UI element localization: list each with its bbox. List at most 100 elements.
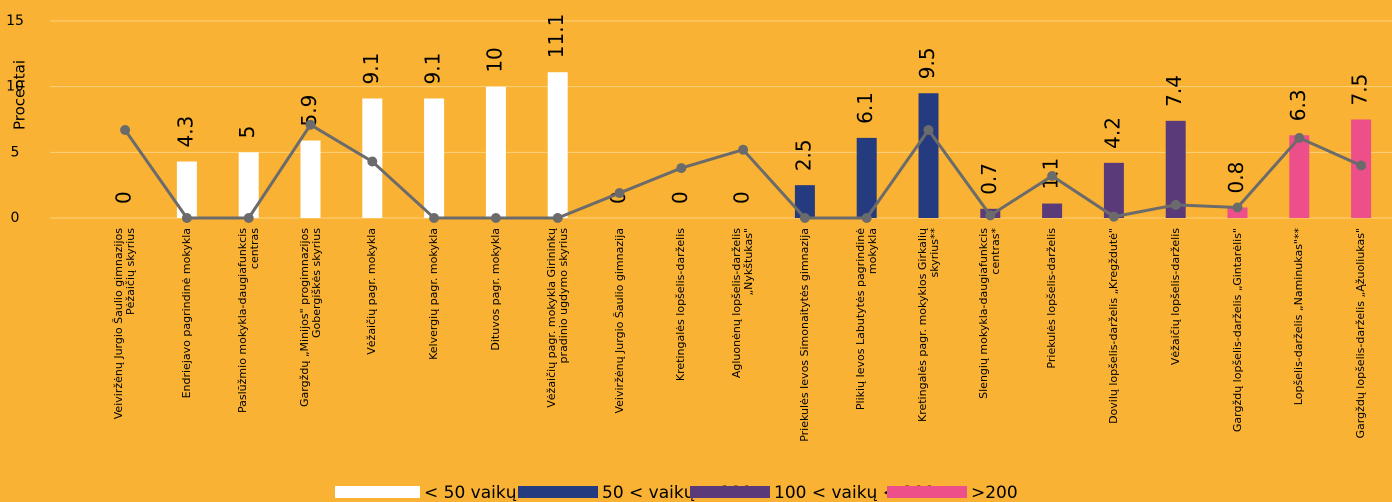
line-point xyxy=(552,213,563,223)
bar xyxy=(918,93,939,218)
x-tick-text: Gargždų lopšelis-darželis „Gintarėlis" xyxy=(1230,228,1244,433)
data-label: 4.2 xyxy=(1100,117,1124,149)
x-tick-text: Slengių mokykla-daugiafunkcis centras* xyxy=(977,228,1003,399)
line-point xyxy=(243,213,254,223)
x-tick-text: Kretingalės lopšelis-darželis xyxy=(674,228,688,382)
x-tick-label: Agluonėnų lopšelis-darželis „Nykštukas" xyxy=(714,228,772,448)
x-tick-label: Gargždų lopšelis-darželis „Gintarėlis" xyxy=(1209,228,1267,448)
bar xyxy=(300,140,321,218)
x-tick-label: Vėžaičių pagr. mokykla Girininkų pradini… xyxy=(529,228,587,448)
x-tick-text: Agluonėnų lopšelis-darželis „Nykštukas" xyxy=(730,228,756,379)
legend-swatch xyxy=(518,486,598,498)
data-label: 0 xyxy=(668,191,692,204)
x-tick-label: Vėžaičių lopšelis-darželis xyxy=(1147,228,1205,448)
x-tick-label: Dovilų lopšelis-darželis „Kregždutė" xyxy=(1085,228,1143,448)
data-label: 5 xyxy=(235,126,259,139)
x-tick-text: Endriejavo pagrindinė mokykla xyxy=(179,228,193,399)
data-label: 2.5 xyxy=(791,139,815,171)
data-label: 10 xyxy=(482,47,506,72)
line-point xyxy=(738,144,749,155)
x-tick-text: Vėžaičių lopšelis-darželis xyxy=(1168,228,1182,366)
line-point xyxy=(676,163,687,174)
data-label: 6.3 xyxy=(1286,89,1310,121)
line-point xyxy=(1108,211,1119,222)
legend-label: < 50 vaikų xyxy=(424,483,517,502)
bar xyxy=(794,185,815,218)
x-tick-label: Endriejavo pagrindinė mokykla xyxy=(158,228,216,448)
bar xyxy=(1042,203,1063,218)
data-label: 0 xyxy=(730,191,754,204)
line-point xyxy=(614,188,625,199)
x-tick-label: Priekulės lopšelis-darželis xyxy=(1023,228,1081,448)
line-point xyxy=(367,156,378,167)
data-label: 9.5 xyxy=(915,47,939,79)
legend-swatch xyxy=(887,486,967,498)
line-point xyxy=(120,125,131,136)
data-label: 4.3 xyxy=(173,116,197,148)
x-tick-label: Paslūžmio mokykla-daugiafunkcis centras xyxy=(220,228,278,448)
line-point xyxy=(305,119,316,130)
line-point xyxy=(861,213,872,223)
line-point xyxy=(1294,132,1305,143)
x-tick-label: Dituvos pagr. mokykla xyxy=(467,228,525,448)
line-point xyxy=(799,213,810,223)
y-tick-label: 10 xyxy=(6,79,24,95)
x-tick-text: Paslūžmio mokykla-daugiafunkcis centras xyxy=(235,228,261,413)
line-point xyxy=(923,125,934,136)
line-point xyxy=(181,213,192,223)
x-tick-label: Priekulės Ievos Simonaitytės gimnazija xyxy=(776,228,834,448)
x-tick-label: Kretingalės pagr. mokyklos Girkalių skyr… xyxy=(900,228,958,448)
bar xyxy=(485,86,506,219)
x-tick-label: Kelvergių pagr. mokykla xyxy=(405,228,463,448)
line-point xyxy=(1170,199,1181,210)
bar xyxy=(1165,120,1186,218)
x-tick-label: Plikių Ievos Labutytės pagrindinė mokykl… xyxy=(838,228,896,448)
x-tick-text: Priekulės Ievos Simonaitytės gimnazija xyxy=(797,228,811,442)
x-tick-text: Vėžaičių pagr. mokykla xyxy=(365,228,379,355)
legend-label: >200 xyxy=(971,483,1018,502)
x-tick-text: Priekulės lopšelis-darželis xyxy=(1045,228,1059,369)
x-tick-text: Vėžaičių pagr. mokykla Girininkų pradini… xyxy=(544,228,570,408)
legend-swatch xyxy=(335,486,420,498)
data-label: 7.4 xyxy=(1162,75,1186,107)
data-label: 9.1 xyxy=(359,53,383,85)
x-tick-label: Lopšelis-darželis „Naminukas"** xyxy=(1270,228,1328,448)
x-tick-text: Kelvergių pagr. mokykla xyxy=(427,228,441,360)
y-tick-label: 0 xyxy=(11,210,20,226)
line-point xyxy=(1047,170,1058,181)
bar xyxy=(1103,162,1124,218)
data-label: 9.1 xyxy=(421,53,445,85)
data-label: 11.1 xyxy=(544,14,568,59)
line-point xyxy=(985,210,996,221)
bar xyxy=(547,72,568,218)
x-tick-label: Veiviržėnų Jurgio Šaulio gimnazija xyxy=(591,228,649,448)
y-tick-label: 15 xyxy=(6,13,24,29)
data-label: 0.8 xyxy=(1224,162,1248,194)
x-tick-label: Vėžaičių pagr. mokykla xyxy=(343,228,401,448)
x-tick-label: Gargždų „Minijos" progimnazijos Gobergiš… xyxy=(282,228,340,448)
x-tick-text: Plikių Ievos Labutytės pagrindinė mokykl… xyxy=(853,228,879,411)
x-tick-label: Gargždų lopšelis-darželis „Ąžuoliukas" xyxy=(1332,228,1390,448)
y-tick-label: 5 xyxy=(11,144,20,160)
x-tick-label: Kretingalės lopšelis-darželis xyxy=(652,228,710,448)
line-point xyxy=(429,213,440,223)
x-tick-text: Dituvos pagr. mokykla xyxy=(488,228,502,351)
line-point xyxy=(490,213,501,223)
x-tick-text: Lopšelis-darželis „Naminukas"** xyxy=(1292,228,1306,406)
data-label: 6.1 xyxy=(853,92,877,124)
legend-swatch xyxy=(690,486,770,498)
x-tick-text: Kretingalės pagr. mokyklos Girkalių skyr… xyxy=(915,228,941,423)
line-point xyxy=(1356,160,1367,171)
bar xyxy=(238,152,259,218)
x-tick-label: Slengių mokykla-daugiafunkcis centras* xyxy=(961,228,1019,448)
data-label: 7.5 xyxy=(1348,74,1372,106)
bar xyxy=(176,161,197,218)
data-label: 0 xyxy=(112,191,136,204)
bar xyxy=(424,98,445,218)
x-tick-text: Gargždų lopšelis-darželis „Ąžuoliukas" xyxy=(1354,228,1368,439)
bar xyxy=(1289,135,1310,218)
x-tick-text: Veiviržėnų Jurgio Šaulio gimnazijos Pėža… xyxy=(112,228,138,420)
line-point xyxy=(1232,202,1243,213)
